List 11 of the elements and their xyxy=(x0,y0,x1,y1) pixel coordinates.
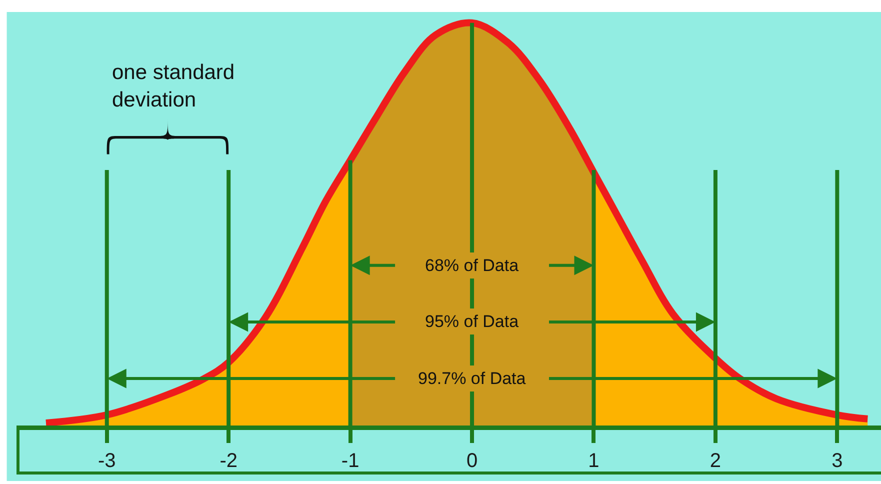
x-tick-label: -2 xyxy=(220,450,238,472)
x-tick-label: 2 xyxy=(710,450,722,472)
annotation: 99.7% of Data xyxy=(418,369,526,388)
x-tick-label: -3 xyxy=(98,450,116,472)
x-tick-label: -1 xyxy=(341,450,360,472)
annotation: 68% of Data xyxy=(425,256,520,275)
x-tick-label: 3 xyxy=(832,450,843,472)
annotation: 95% of Data xyxy=(425,312,520,331)
x-tick-label: 0 xyxy=(466,450,478,472)
x-tick-label: 1 xyxy=(588,450,600,472)
annotation: one standard deviation xyxy=(112,61,235,112)
